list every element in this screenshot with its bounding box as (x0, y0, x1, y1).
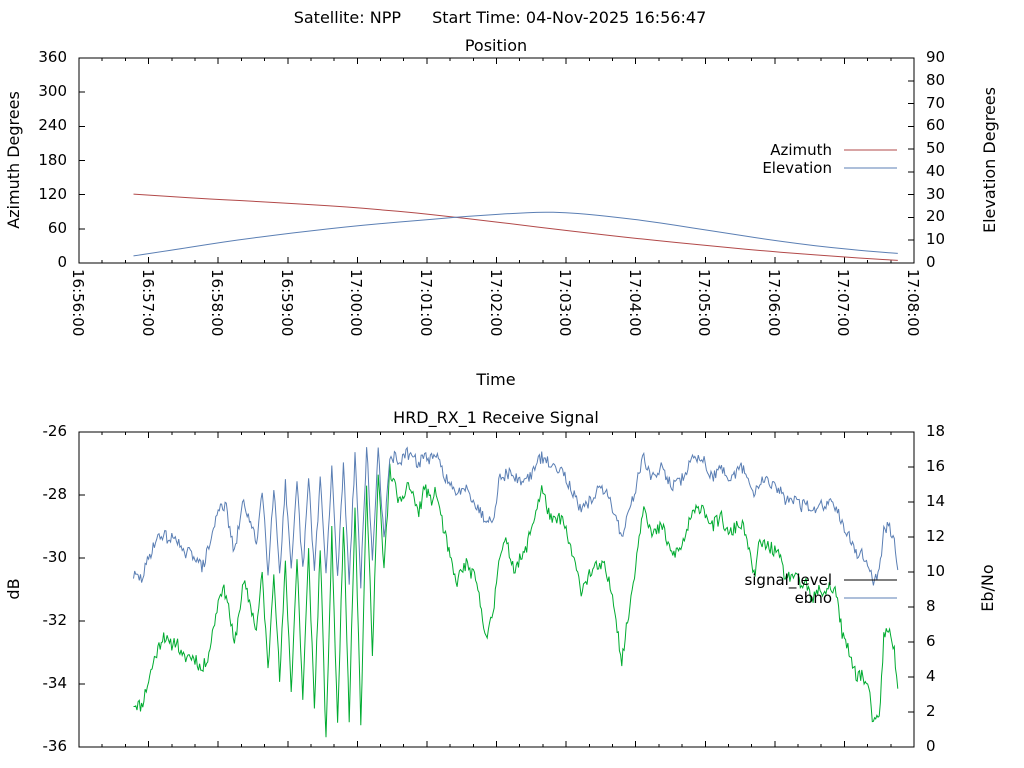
plot-box (78, 431, 915, 748)
azimuth-axis-label: Azimuth Degrees (4, 91, 23, 229)
legend-label-elevation: Elevation (762, 159, 832, 177)
legend-label-azimuth: Azimuth (770, 141, 832, 159)
chart-1-axes (78, 57, 915, 264)
legend-label-signal-level: signal_level (744, 571, 832, 589)
legend-label-ebno: ebno (794, 589, 832, 607)
ebno-line (133, 446, 899, 589)
signal-chart-title: HRD_RX_1 Receive Signal (393, 408, 599, 427)
position-chart-title: Position (464, 36, 528, 55)
start-time-label: Start Time: 04-Nov-2025 16:56:47 (432, 8, 707, 27)
db-axis-label: dB (4, 578, 23, 600)
satellite-label: Satellite: NPP (293, 8, 401, 27)
elevation-axis-label: Elevation Degrees (980, 87, 999, 233)
ebno-axis-label: Eb/No (978, 564, 997, 612)
page-title: Satellite: NPP Start Time: 04-Nov-2025 1… (0, 8, 1000, 27)
x-axis-label-time: Time (476, 370, 516, 389)
azimuth-line (133, 193, 898, 261)
signal-level-line (133, 463, 899, 738)
chart-2-axes (78, 431, 915, 748)
elevation-line (133, 211, 898, 257)
